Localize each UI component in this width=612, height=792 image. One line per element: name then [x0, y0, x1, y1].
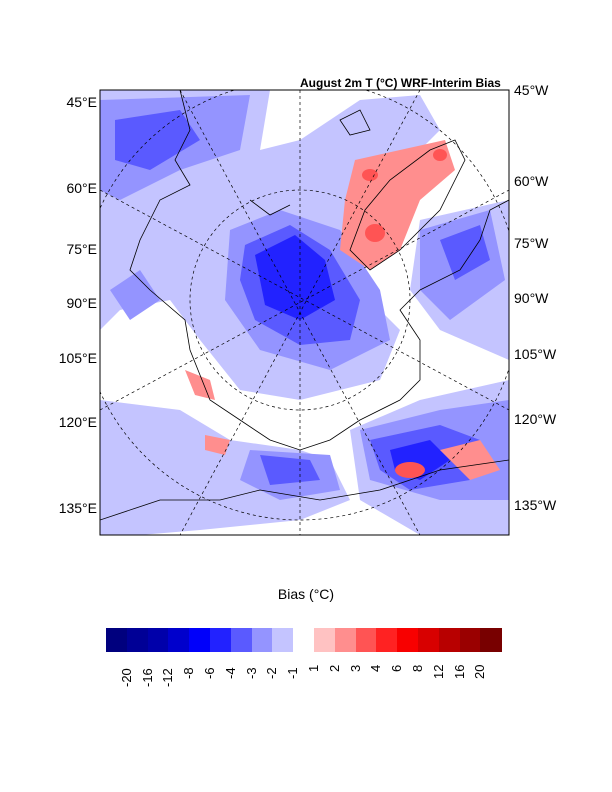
- lon-label-left: 105°E: [58, 350, 97, 366]
- lon-label-right: 135°W: [514, 497, 557, 513]
- colorbar-box: [334, 628, 357, 652]
- colorbar-box: [459, 628, 481, 652]
- lon-label-left: 90°E: [66, 295, 97, 311]
- colorbar-tick-label: 12: [430, 664, 446, 679]
- colorbar-box: [438, 628, 461, 652]
- colorbar-tick-label: -20: [118, 667, 134, 687]
- bias-strong-positive: [362, 149, 447, 478]
- map-title: August 2m T (°C) WRF-Interim Bias: [300, 76, 501, 90]
- colorbar-tick-label: 1: [306, 664, 321, 672]
- lon-label-right: 75°W: [514, 235, 549, 251]
- coastline: [100, 90, 509, 521]
- colorbar-box: [480, 628, 502, 652]
- colorbar-tick-label: -2: [264, 667, 280, 679]
- lon-label-right: 105°W: [514, 346, 557, 362]
- colorbar-box: [418, 628, 440, 652]
- colorbar-title: Bias (°C): [277, 586, 335, 602]
- colorbar-box: [189, 628, 211, 652]
- lon-label-right: 90°W: [514, 290, 549, 306]
- lon-label-left: 75°E: [66, 241, 97, 257]
- lon-label-right: 60°W: [514, 173, 549, 189]
- lon-label-left: 120°E: [58, 414, 97, 430]
- lon-label-right: 45°W: [514, 82, 549, 98]
- lon-label-right: 120°W: [514, 411, 557, 427]
- colorbar-box: [106, 628, 128, 652]
- lon-label-left: 45°E: [66, 94, 97, 110]
- colorbar-tick-label: -8: [181, 667, 197, 679]
- lon-label-left: 60°E: [66, 180, 97, 196]
- colorbar-box: [210, 628, 232, 652]
- colorbar-box: [314, 628, 336, 652]
- colorbar-tick-label: 16: [451, 664, 467, 679]
- colorbar-tick-label: -3: [243, 667, 259, 679]
- colorbar-tick-label: 4: [368, 664, 384, 672]
- colorbar-box: [355, 628, 377, 652]
- colorbar-tick-label: 6: [389, 664, 405, 672]
- colorbar-tick-label: 3: [347, 664, 363, 672]
- colorbar-box: [147, 628, 169, 652]
- colorbar-box: [293, 628, 315, 652]
- colorbar-box: [126, 628, 149, 652]
- colorbar-tick-label: -16: [139, 667, 155, 687]
- colorbar-box: [376, 628, 398, 652]
- colorbar-box: [251, 628, 273, 652]
- colorbar-tick-label: -1: [285, 667, 301, 679]
- colorbar-box: [168, 628, 190, 652]
- colorbar-box: [272, 628, 294, 652]
- colorbar-tick-label: -6: [202, 667, 217, 679]
- plot-frame: [99, 89, 510, 536]
- colorbar-tick-label: -4: [222, 667, 238, 679]
- colorbar-box: [230, 628, 253, 652]
- lon-label-left: 135°E: [58, 500, 97, 516]
- colorbar-box: [397, 628, 419, 652]
- colorbar-tick-label: -12: [160, 667, 176, 687]
- colorbar-tick-label: 8: [410, 664, 425, 672]
- colorbar-tick-label: 2: [326, 664, 342, 672]
- colorbar-tick-label: 20: [472, 664, 488, 679]
